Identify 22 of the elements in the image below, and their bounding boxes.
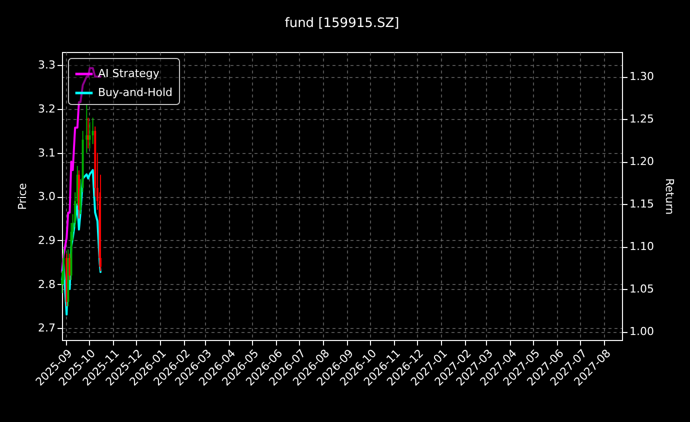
y2-tick-label: 1.10	[630, 240, 654, 254]
y-tick-label: 3.0	[38, 190, 56, 204]
y2-tick-label: 1.00	[630, 325, 654, 338]
y2-axis-title: Return	[662, 178, 676, 215]
legend-label: AI Strategy	[98, 67, 160, 80]
y-tick-label: 2.9	[38, 234, 56, 247]
candlestick	[88, 122, 91, 149]
line-series	[61, 169, 102, 316]
legend-label: Buy-and-Hold	[98, 86, 173, 99]
y-tick-label: 2.8	[38, 278, 56, 291]
y2-tick-label: 1.30	[630, 70, 654, 84]
y2-tick-label: 1.25	[630, 112, 654, 126]
y-tick-label: 2.7	[38, 322, 56, 335]
y-tick-label: 3.1	[38, 146, 56, 160]
chart-title: fund [159915.SZ]	[284, 16, 400, 31]
y2-tick-label: 1.05	[630, 282, 654, 296]
y2-tick-label: 1.15	[630, 198, 654, 211]
y-axis-title: Price	[16, 182, 30, 210]
y-tick-label: 3.2	[38, 102, 56, 116]
candlestick	[92, 117, 94, 145]
y-tick-label: 3.3	[38, 58, 56, 72]
y2-tick-label: 1.20	[630, 155, 654, 168]
